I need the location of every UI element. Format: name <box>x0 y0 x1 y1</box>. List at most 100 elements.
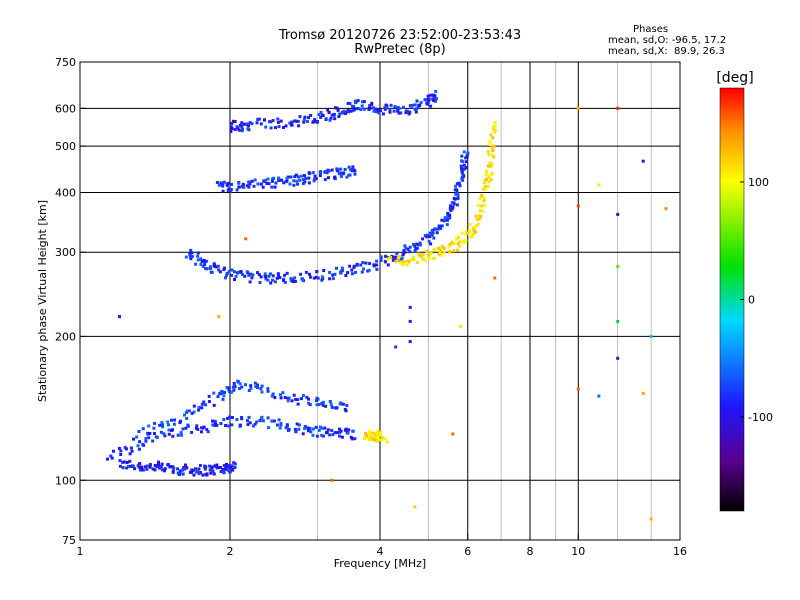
data-point <box>197 408 201 412</box>
data-point <box>186 423 190 427</box>
data-point <box>346 431 350 435</box>
data-point <box>276 117 280 121</box>
data-point <box>215 181 219 184</box>
data-point <box>433 94 437 98</box>
data-point <box>143 465 147 469</box>
data-point <box>166 420 170 424</box>
data-point <box>185 411 188 414</box>
data-point <box>328 433 332 437</box>
data-point <box>472 228 476 232</box>
data-point <box>316 397 320 401</box>
data-point <box>361 261 365 264</box>
data-point <box>329 116 333 120</box>
data-point <box>253 178 257 182</box>
data-point <box>368 104 372 108</box>
data-point <box>449 209 453 213</box>
data-point <box>456 194 460 197</box>
data-point <box>426 97 430 101</box>
data-point <box>226 181 230 185</box>
data-point <box>151 439 155 443</box>
data-point <box>265 182 269 185</box>
data-point <box>353 437 357 441</box>
data-point <box>266 416 270 420</box>
data-point <box>431 98 435 102</box>
data-point <box>301 278 305 282</box>
data-point <box>270 419 274 423</box>
data-point <box>371 106 375 110</box>
data-point <box>258 281 262 284</box>
data-point <box>226 416 230 420</box>
data-point <box>253 381 257 385</box>
data-point <box>417 243 421 247</box>
data-point <box>211 470 215 474</box>
data-point <box>447 245 451 249</box>
data-point <box>295 179 299 183</box>
data-point <box>264 178 268 182</box>
data-point <box>272 419 276 423</box>
data-point <box>455 182 459 186</box>
x-tick-label: 2 <box>227 545 234 558</box>
data-point <box>316 276 320 280</box>
data-point <box>479 209 483 213</box>
data-point <box>355 107 358 111</box>
data-point <box>271 119 275 122</box>
data-point <box>438 246 442 250</box>
data-point <box>356 99 360 103</box>
data-point <box>190 255 194 259</box>
data-point <box>426 94 430 98</box>
data-point <box>277 418 281 422</box>
data-point <box>248 180 252 184</box>
data-point <box>410 258 414 261</box>
data-point <box>462 167 466 171</box>
data-point <box>456 196 460 200</box>
data-point <box>298 178 302 182</box>
data-point <box>438 250 442 254</box>
data-point <box>172 422 176 426</box>
data-point <box>327 110 331 114</box>
data-point <box>314 399 318 403</box>
data-point <box>215 466 219 470</box>
data-point <box>215 423 219 427</box>
data-point <box>203 263 207 267</box>
data-point <box>467 229 471 233</box>
data-point <box>413 107 417 111</box>
data-point <box>267 182 271 186</box>
data-point <box>128 459 132 463</box>
data-point <box>153 464 157 467</box>
data-point <box>394 345 398 349</box>
data-point <box>202 400 206 404</box>
data-point <box>225 386 229 389</box>
phases-stats-x-mode: mean, sd,X: 89.9, 26.3 <box>608 46 725 57</box>
data-point <box>287 428 291 431</box>
data-point <box>244 237 248 241</box>
data-point <box>300 277 304 281</box>
data-point <box>401 253 405 257</box>
data-point <box>379 109 383 113</box>
data-point <box>326 428 330 432</box>
data-point <box>264 277 268 281</box>
data-point <box>430 233 434 237</box>
data-point <box>192 473 196 477</box>
data-point <box>196 427 200 431</box>
data-point <box>145 464 149 468</box>
y-axis-label: Stationary phase Virtual Height [km] <box>36 200 49 402</box>
data-point <box>315 403 319 407</box>
data-point <box>375 259 379 263</box>
data-point <box>129 446 133 450</box>
data-point <box>319 170 323 173</box>
data-point <box>274 181 278 185</box>
data-point <box>270 394 274 398</box>
y-tick-label: 600 <box>55 102 76 115</box>
data-point <box>236 126 240 130</box>
data-point <box>379 438 383 442</box>
data-point <box>129 465 133 468</box>
data-point <box>210 270 214 274</box>
data-point <box>391 258 395 262</box>
data-point <box>237 387 241 391</box>
data-point <box>249 384 253 388</box>
data-point <box>232 382 236 385</box>
data-point <box>247 185 251 189</box>
data-point <box>455 203 459 207</box>
data-point <box>448 249 452 253</box>
data-point <box>207 400 211 403</box>
